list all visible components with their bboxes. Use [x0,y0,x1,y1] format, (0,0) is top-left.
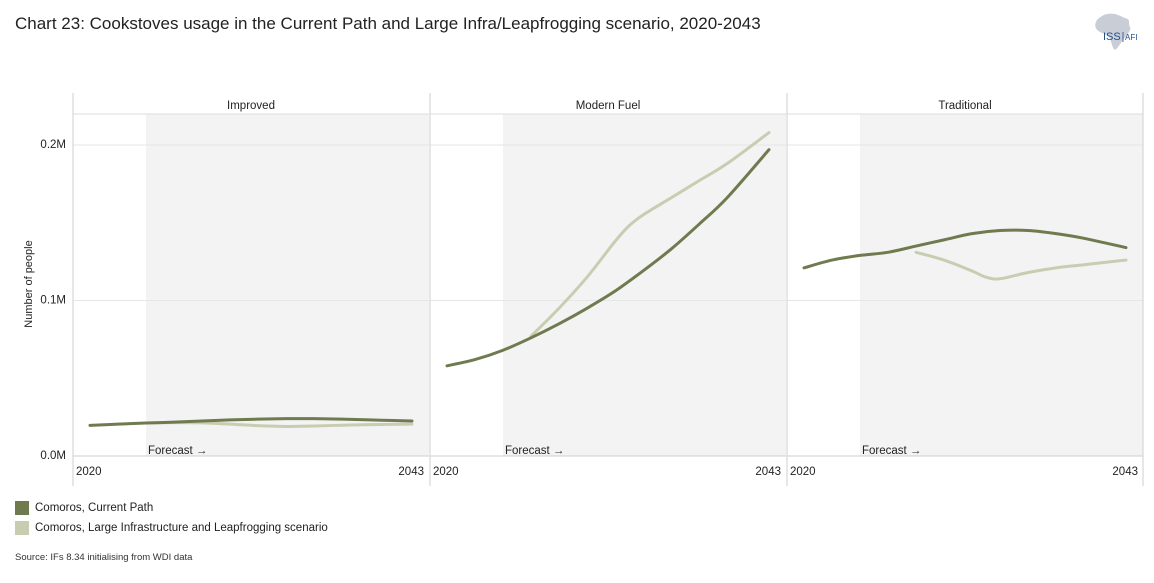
series-line-current-path [445,148,771,368]
x-tick-label: 2020 [433,466,459,478]
forecast-label: Forecast → [148,445,207,457]
x-tick-label: 2020 [76,466,102,478]
y-tick-label: 0.2M [40,139,66,151]
legend-swatch-leapfrog [15,521,29,535]
legend-label-current-path: Comoros, Current Path [35,502,154,514]
x-tick-label: 2043 [755,466,781,478]
forecast-shading [146,114,429,456]
x-tick-label: 2043 [398,466,424,478]
y-tick-label: 0.1M [40,295,66,307]
panel-modern-fuel: Modern Fuel Forecast → 2020 2043 [430,100,786,478]
forecast-label: Forecast → [505,445,564,457]
panel-title: Modern Fuel [576,100,641,112]
series-line-leapfrog [529,131,771,338]
legend-item-current-path: Comoros, Current Path [15,498,328,518]
panel-improved: Improved Forecast → 2020 2043 [73,100,429,478]
forecast-label: Forecast → [862,445,921,457]
source-note: Source: IFs 8.34 initialising from WDI d… [15,552,193,563]
x-tick-label: 2043 [1112,466,1138,478]
logo-text-sub: AFI [1125,33,1137,42]
africa-map-icon [1095,13,1131,50]
legend: Comoros, Current Path Comoros, Large Inf… [15,498,328,538]
forecast-shading [503,114,786,456]
series-line-leapfrog [914,250,1128,281]
panel-title: Traditional [938,100,991,112]
iss-afi-logo: ISS AFI [1095,13,1137,50]
forecast-shading [860,114,1143,456]
legend-swatch-current-path [15,501,29,515]
y-tick-label: 0.0M [40,450,66,462]
series-line-current-path [802,228,1128,270]
panel-title: Improved [227,100,275,112]
chart-title: Chart 23: Cookstoves usage in the Curren… [15,14,761,33]
y-axis-label: Number of people [23,240,35,327]
legend-label-leapfrog: Comoros, Large Infrastructure and Leapfr… [35,522,328,534]
logo-text-main: ISS [1103,31,1121,43]
panel-traditional: Traditional Forecast → 2020 2043 [787,100,1143,478]
x-tick-label: 2020 [790,466,816,478]
series-line-current-path [88,417,414,427]
legend-item-leapfrog: Comoros, Large Infrastructure and Leapfr… [15,518,328,538]
